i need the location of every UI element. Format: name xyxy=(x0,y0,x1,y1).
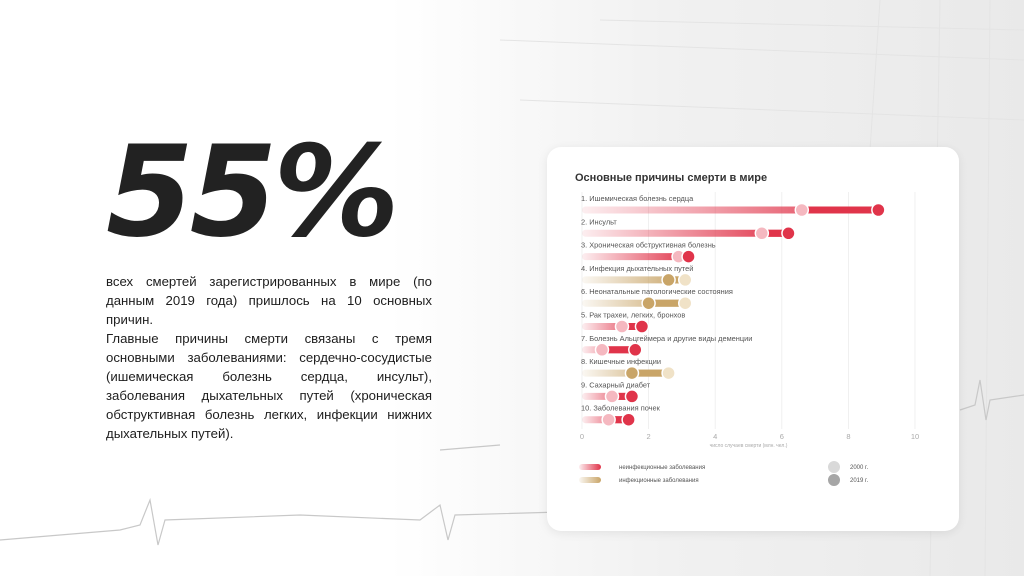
range-segment xyxy=(761,229,789,237)
marker-2000 xyxy=(794,202,810,218)
headline-percentage: 55% xyxy=(106,118,400,265)
category-label: 4. Инфекция дыхательных путей xyxy=(581,264,693,273)
description-paragraph-2: Главные причины смерти связаны с тремя о… xyxy=(106,331,432,441)
marker-2000 xyxy=(594,342,610,358)
legend-label-communicable: инфекционные заболевания xyxy=(619,478,699,484)
bar xyxy=(582,253,689,261)
category-label: 1. Ишемическая болезнь сердца xyxy=(581,194,694,203)
legend-label-2019: 2019 г. xyxy=(850,478,868,484)
marker-2019 xyxy=(634,319,650,334)
marker-2019 xyxy=(628,342,643,358)
description-paragraph-1: всех смертей зарегистрированных в мире (… xyxy=(106,274,432,327)
range-segment xyxy=(611,392,632,400)
range-segment xyxy=(801,206,879,214)
range-segment xyxy=(668,276,686,284)
x-tick-label: 10 xyxy=(911,432,919,441)
legend-marker-2000 xyxy=(827,460,841,474)
chart-card: Основные причины смерти в мире 1. Ишемич… xyxy=(547,147,959,531)
category-label: 9. Сахарный диабет xyxy=(581,380,651,389)
x-tick-label: 4 xyxy=(713,432,717,441)
range-segment xyxy=(621,323,642,330)
marker-2000 xyxy=(661,365,676,381)
x-tick-label: 2 xyxy=(647,432,651,441)
marker-2000 xyxy=(677,272,693,288)
marker-2019 xyxy=(621,412,636,427)
legend-label-2000: 2000 г. xyxy=(850,465,868,471)
marker-2019 xyxy=(681,249,696,264)
marker-2000 xyxy=(604,389,620,404)
marker-2019 xyxy=(781,226,796,241)
category-label: 3. Хроническая обструктивная болезнь xyxy=(581,241,716,250)
marker-2000 xyxy=(754,226,770,241)
x-tick-label: 8 xyxy=(846,432,850,441)
range-segment xyxy=(631,369,669,377)
x-tick-label: 6 xyxy=(780,432,784,441)
marker-2019 xyxy=(624,365,640,381)
legend-marker-2019 xyxy=(827,473,841,487)
range-segment xyxy=(601,346,636,354)
bar xyxy=(582,229,789,237)
x-axis-title: число случаев смерти (млн. чел.) xyxy=(710,443,788,449)
marker-2019 xyxy=(661,272,676,288)
category-label: 10. Заболевания почек xyxy=(581,404,661,413)
range-segment xyxy=(648,299,686,307)
description-text: всех смертей зарегистрированных в мире (… xyxy=(106,272,432,443)
range-segment xyxy=(608,416,629,424)
marker-2000 xyxy=(677,295,693,311)
category-label: 2. Инсульт xyxy=(581,217,617,226)
legend-swatch-noncommunicable xyxy=(579,464,601,470)
marker-2019 xyxy=(871,202,886,218)
marker-2019 xyxy=(624,389,640,404)
category-label: 5. Рак трахеи, легких, бронхов xyxy=(581,311,685,320)
bar xyxy=(582,276,686,284)
marker-2000 xyxy=(614,319,630,334)
category-label: 6. Неонатальные патологические состояния xyxy=(581,287,733,296)
category-label: 8. Кишечные инфекции xyxy=(581,357,661,366)
chart-title: Основные причины смерти в мире xyxy=(575,172,767,184)
category-label: 7. Болезнь Альцгеймера и другие виды дем… xyxy=(581,334,752,343)
legend-swatch-communicable xyxy=(579,477,601,483)
legend-label-noncommunicable: неинфекционные заболевания xyxy=(619,465,705,471)
marker-2000 xyxy=(601,412,616,427)
marker-2019 xyxy=(641,295,656,311)
death-causes-chart: Основные причины смерти в мире 1. Ишемич… xyxy=(575,172,919,487)
x-tick-label: 0 xyxy=(580,432,584,441)
